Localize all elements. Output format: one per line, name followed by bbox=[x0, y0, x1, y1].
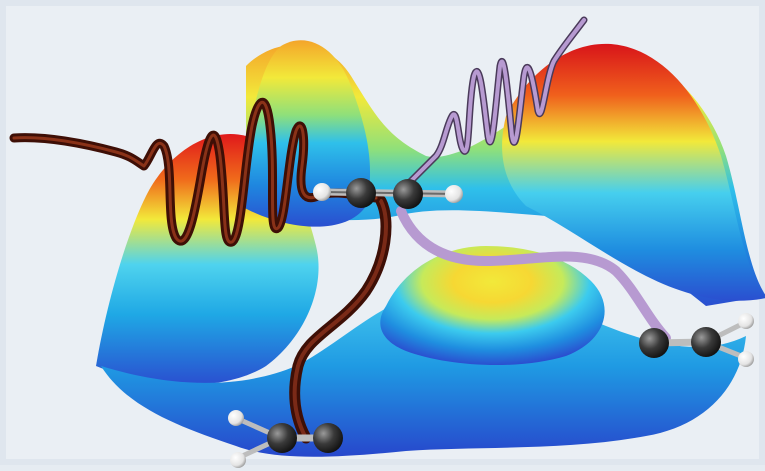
carbon-atom bbox=[639, 328, 669, 358]
reaction-path-light bbox=[396, 206, 671, 343]
hydrogen-atom bbox=[738, 313, 754, 329]
carbon-atom bbox=[346, 178, 376, 208]
hydrogen-atom bbox=[445, 185, 463, 203]
vinylidene-molecule-icon bbox=[639, 313, 754, 367]
potential-energy-surface-illustration bbox=[9, 16, 765, 468]
reaction-path-dark-highlight bbox=[292, 199, 388, 440]
vinylidene-molecule-icon bbox=[228, 410, 343, 468]
hydrogen-atom bbox=[230, 452, 246, 468]
surface-right-peak bbox=[502, 43, 765, 301]
hydrogen-atom bbox=[228, 410, 244, 426]
acetylene-molecule-icon bbox=[313, 178, 463, 209]
surface-central-hill bbox=[380, 246, 605, 366]
carbon-atom bbox=[313, 423, 343, 453]
laser-pulse-dark-highlight bbox=[12, 100, 378, 244]
carbon-atom bbox=[691, 327, 721, 357]
hydrogen-atom bbox=[313, 183, 331, 201]
carbon-atom bbox=[393, 179, 423, 209]
hydrogen-atom bbox=[738, 351, 754, 367]
carbon-atom bbox=[267, 423, 297, 453]
laser-pulse-light-highlight bbox=[399, 18, 586, 193]
